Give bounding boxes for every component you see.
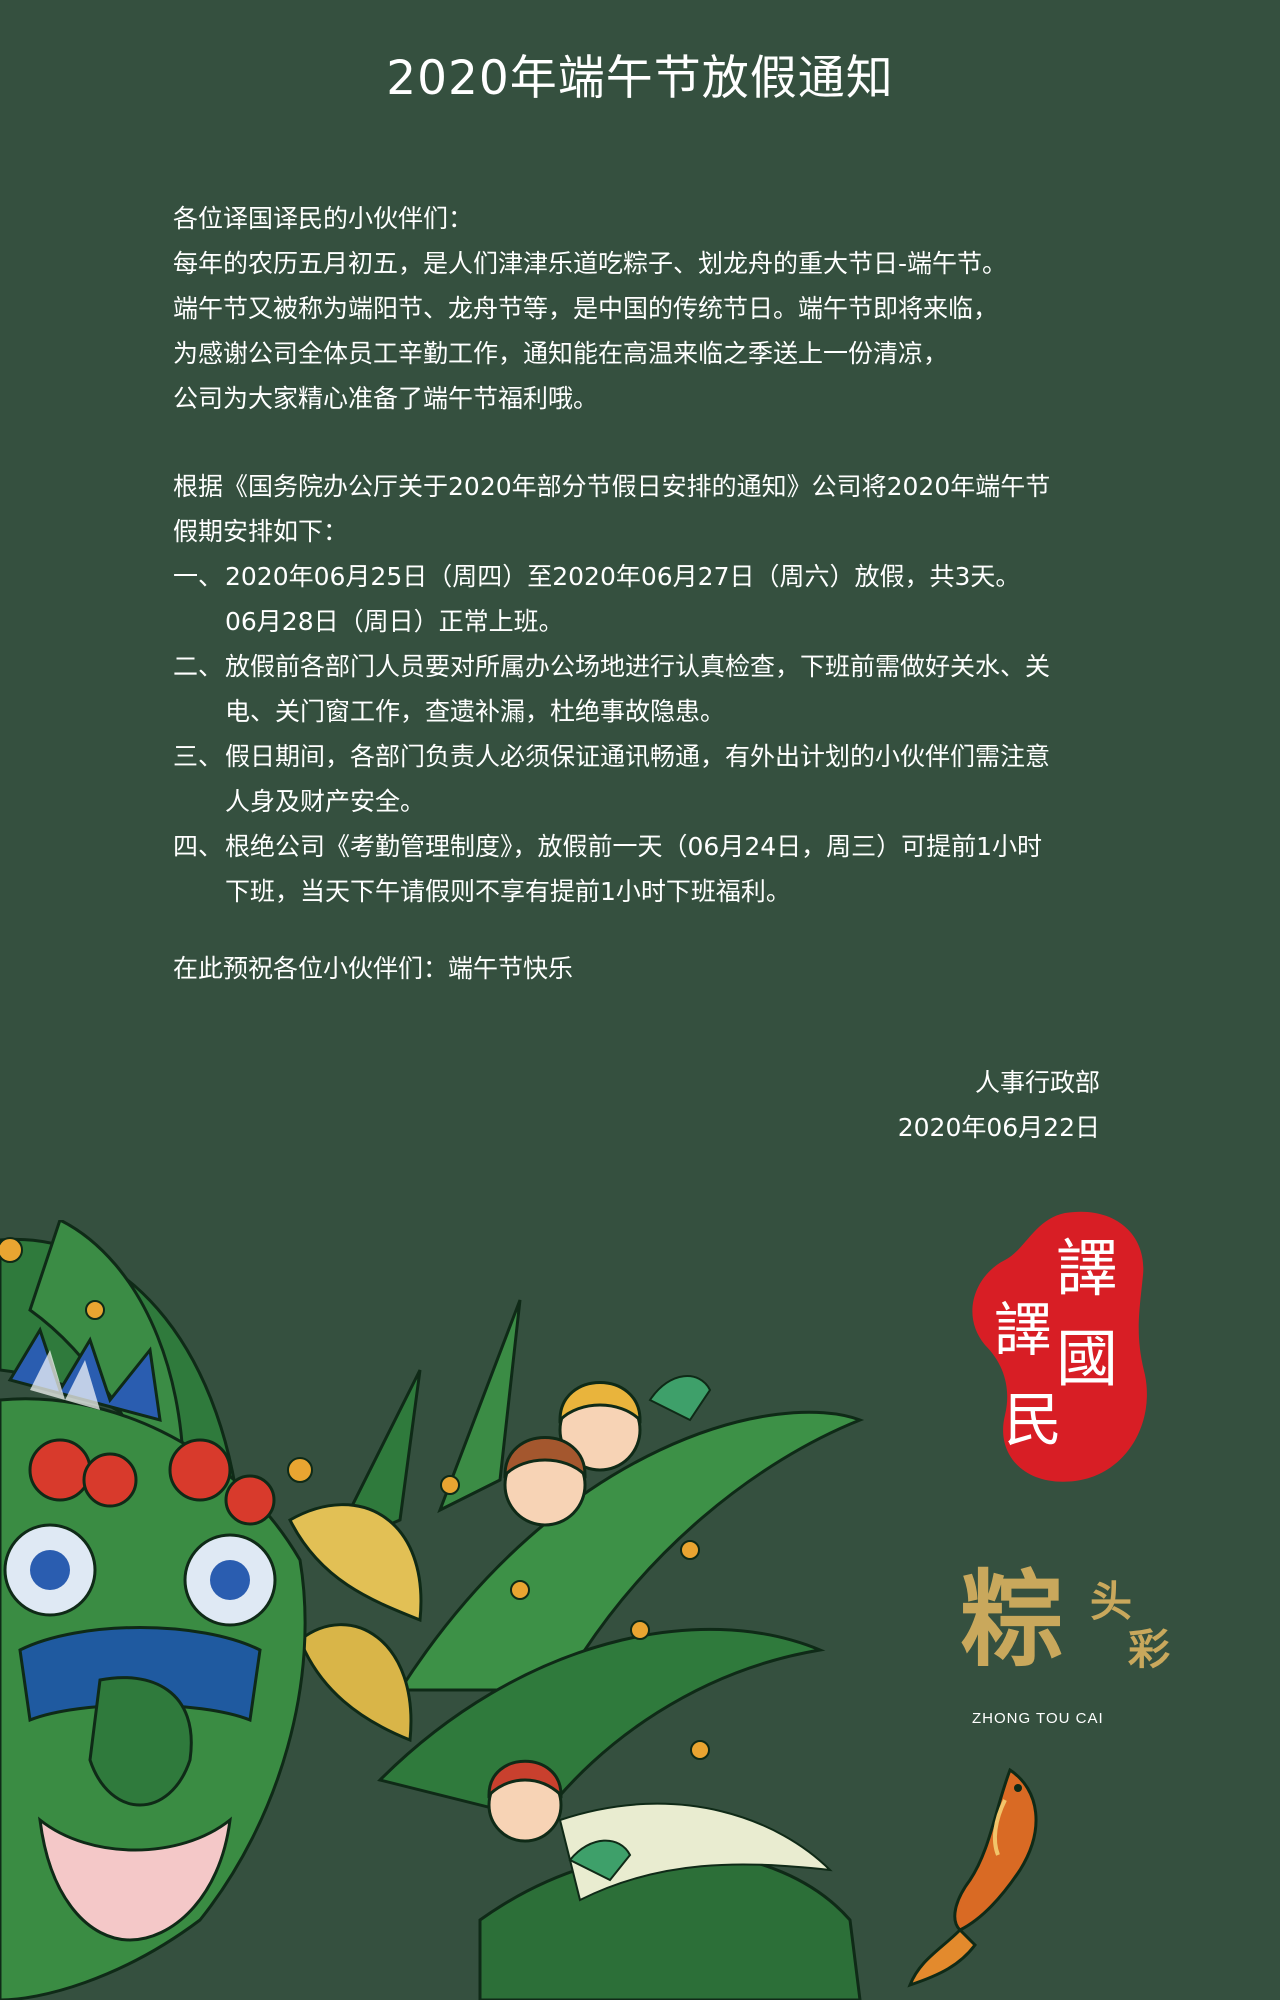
item-line: 人身及财产安全。 <box>225 787 426 816</box>
signature-department: 人事行政部 <box>974 1068 1100 1097</box>
brand-seal-icon: 譯 國 譯 民 <box>972 1211 1147 1482</box>
list-item: 四、 根绝公司《考勤管理制度》，放假前一天（06月24日，周三）可提前1小时 下… <box>173 824 1113 914</box>
svg-text:譯: 譯 <box>994 1296 1052 1364</box>
page-title: 2020年端午节放假通知 <box>386 51 894 106</box>
list-item: 三、 假日期间，各部门负责人必须保证通讯畅通，有外出计划的小伙伴们需注意 人身及… <box>173 734 1113 824</box>
svg-text:國: 國 <box>1056 1322 1118 1395</box>
item-number: 四、 <box>173 832 224 861</box>
brand-logo-text: 粽 <box>960 1558 1065 1681</box>
dragon-boat-festival-illustration-icon <box>0 1220 865 2000</box>
intro-line: 每年的农历五月初五，是人们津津乐道吃粽子、划龙舟的重大节日-端午节。 <box>173 249 1008 278</box>
item-number: 一、 <box>173 562 224 591</box>
svg-text:譯: 譯 <box>1056 1232 1118 1305</box>
item-number: 二、 <box>173 652 224 681</box>
intro-line: 公司为大家精心准备了端午节福利哦。 <box>173 384 599 413</box>
item-line: 2020年06月25日（周四）至2020年06月27日（周六）放假，共3天。 <box>225 562 1021 591</box>
item-line: 放假前各部门人员要对所属办公场地进行认真检查，下班前需做好关水、关 <box>225 652 1051 681</box>
intro-line: 为感谢公司全体员工辛勤工作，通知能在高温来临之季送上一份清凉， <box>173 339 949 368</box>
list-item: 二、 放假前各部门人员要对所属办公场地进行认真检查，下班前需做好关水、关 电、关… <box>173 644 1113 734</box>
basis-line: 根据《国务院办公厅关于2020年部分节假日安排的通知》公司将2020年端午节 <box>173 472 1051 501</box>
brand-logo-text-2: 头 <box>1090 1577 1133 1626</box>
greeting: 各位译国译民的小伙伴们： <box>173 204 474 233</box>
item-line: 假日期间，各部门负责人必须保证通讯畅通，有外出计划的小伙伴们需注意 <box>225 742 1051 771</box>
item-line: 根绝公司《考勤管理制度》，放假前一天（06月24日，周三）可提前1小时 <box>225 832 1043 861</box>
item-line: 电、关门窗工作，查遗补漏，杜绝事故隐患。 <box>225 697 726 726</box>
item-number: 三、 <box>173 742 224 771</box>
brand-caption: ZHONG TOU CAI <box>972 1710 1104 1727</box>
brand-logo: 粽 头 彩 ZHONG TOU CAI <box>960 1560 1200 1750</box>
brand-logo-text-3: 彩 <box>1128 1625 1171 1674</box>
signature-date: 2020年06月22日 <box>897 1113 1100 1142</box>
list-item: 一、 2020年06月25日（周四）至2020年06月27日（周六）放假，共3天… <box>173 554 1113 644</box>
koi-fish-icon <box>907 1767 1038 1988</box>
notice-body: 各位译国译民的小伙伴们： 每年的农历五月初五，是人们津津乐道吃粽子、划龙舟的重大… <box>173 196 1113 991</box>
signature-block: 人事行政部 2020年06月22日 <box>898 1060 1100 1150</box>
basis-line: 假期安排如下： <box>173 517 349 546</box>
svg-text:民: 民 <box>1004 1386 1062 1454</box>
item-line: 下班，当天下午请假则不享有提前1小时下班福利。 <box>225 877 791 906</box>
closing-wish: 在此预祝各位小伙伴们：端午节快乐 <box>173 954 574 983</box>
intro-line: 端午节又被称为端阳节、龙舟节等，是中国的传统节日。端午节即将来临， <box>173 294 999 323</box>
item-line: 06月28日（周日）正常上班。 <box>225 607 564 636</box>
